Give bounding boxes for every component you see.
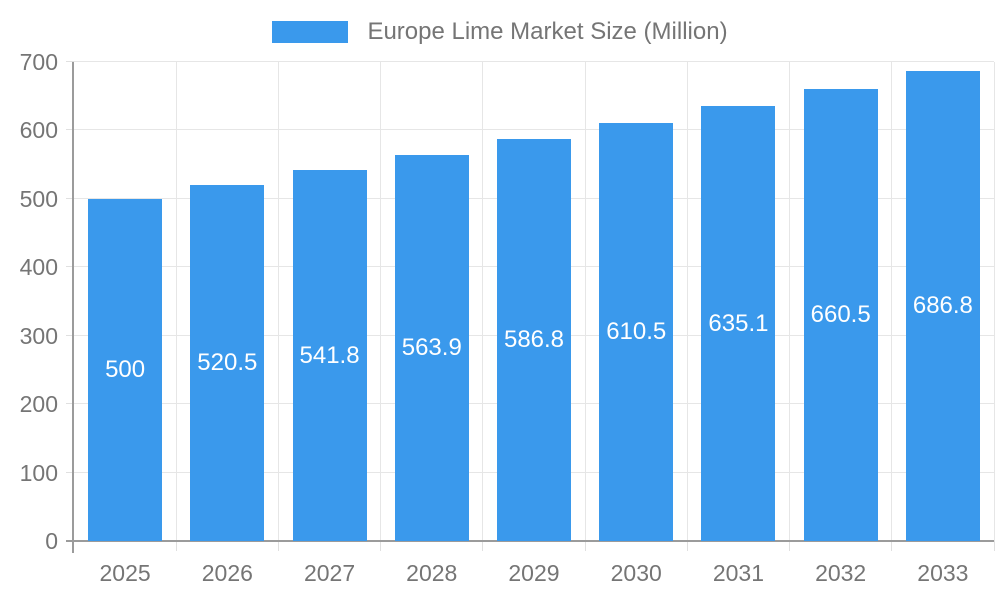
x-axis-tick — [891, 541, 893, 551]
bar-value-label: 541.8 — [299, 341, 360, 369]
y-axis-tick — [66, 266, 74, 268]
bar-value-label: 635.1 — [708, 309, 769, 337]
gridline-vertical — [380, 62, 382, 541]
x-axis-tick-label: 2030 — [610, 560, 662, 586]
x-axis-tick-label: 2027 — [303, 560, 356, 586]
bar-2029[interactable]: 586.8 — [497, 139, 571, 541]
y-axis-tick — [66, 334, 74, 336]
gridline-vertical — [584, 62, 586, 541]
y-axis-tick-label: 700 — [19, 49, 58, 75]
x-axis-tick-label: 2029 — [508, 560, 560, 586]
bar-2032[interactable]: 660.5 — [803, 89, 878, 541]
x-axis-tick — [277, 541, 279, 551]
x-axis-tick-label: 2032 — [815, 560, 867, 586]
bar-value-label: 610.5 — [606, 318, 667, 346]
x-axis-tick-label: 2033 — [917, 560, 969, 586]
x-axis-tick — [584, 541, 586, 551]
x-axis-tick-label: 2026 — [201, 560, 253, 586]
x-axis-tick — [380, 541, 382, 551]
gridline-horizontal — [74, 129, 994, 131]
y-axis-tick — [66, 61, 74, 62]
y-axis-tick-label: 300 — [19, 322, 58, 349]
legend-label: Europe Lime Market Size (Million) — [367, 18, 728, 45]
x-axis-line — [66, 540, 994, 542]
x-axis-tick — [789, 541, 791, 551]
bar-value-label: 586.8 — [503, 326, 565, 354]
gridline-vertical — [277, 62, 279, 541]
y-axis-line — [72, 62, 74, 553]
y-axis-tick-label: 100 — [19, 459, 58, 486]
gridline-vertical — [482, 62, 484, 541]
x-axis-tick-label: 2031 — [712, 560, 765, 586]
x-axis-tick — [993, 541, 995, 551]
gridline-vertical — [789, 62, 791, 541]
bar-2025[interactable]: 500 — [88, 198, 163, 541]
bar-2030[interactable]: 610.5 — [599, 123, 674, 541]
x-axis-tick-label: 2028 — [406, 560, 458, 586]
y-axis-tick-label: 400 — [19, 254, 58, 281]
bar-2027[interactable]: 541.8 — [292, 170, 367, 541]
y-axis-tick — [66, 197, 74, 199]
y-axis-tick — [66, 129, 74, 131]
x-axis-tick — [686, 541, 688, 551]
bar-2026[interactable]: 520.5 — [190, 184, 265, 541]
bar-value-label: 520.5 — [197, 348, 258, 376]
gridline-vertical — [993, 62, 995, 541]
gridline-horizontal — [74, 61, 994, 62]
bar-2028[interactable]: 563.9 — [394, 155, 469, 541]
x-axis-tick — [482, 541, 484, 551]
bar-value-label: 686.8 — [912, 292, 973, 319]
y-axis-tick-label: 500 — [19, 185, 58, 212]
legend[interactable]: Europe Lime Market Size (Million) — [0, 18, 1000, 46]
bar-2031[interactable]: 635.1 — [701, 106, 776, 541]
gridline-vertical — [175, 62, 177, 541]
y-axis-tick — [66, 471, 74, 473]
y-axis-tick-label: 0 — [45, 528, 58, 554]
y-axis-tick-label: 600 — [19, 117, 58, 144]
bar-value-label: 660.5 — [810, 301, 871, 328]
legend-swatch-icon — [272, 21, 349, 43]
x-axis-tick-label: 2025 — [99, 560, 151, 586]
y-axis-tick — [66, 403, 74, 405]
bar-2033[interactable]: 686.8 — [905, 71, 980, 541]
y-axis-tick-label: 200 — [19, 391, 58, 418]
bar-value-label: 563.9 — [401, 334, 462, 362]
gridline-vertical — [891, 62, 893, 541]
bar-value-label: 500 — [105, 355, 146, 383]
x-axis-tick — [175, 541, 177, 551]
gridline-vertical — [686, 62, 688, 541]
